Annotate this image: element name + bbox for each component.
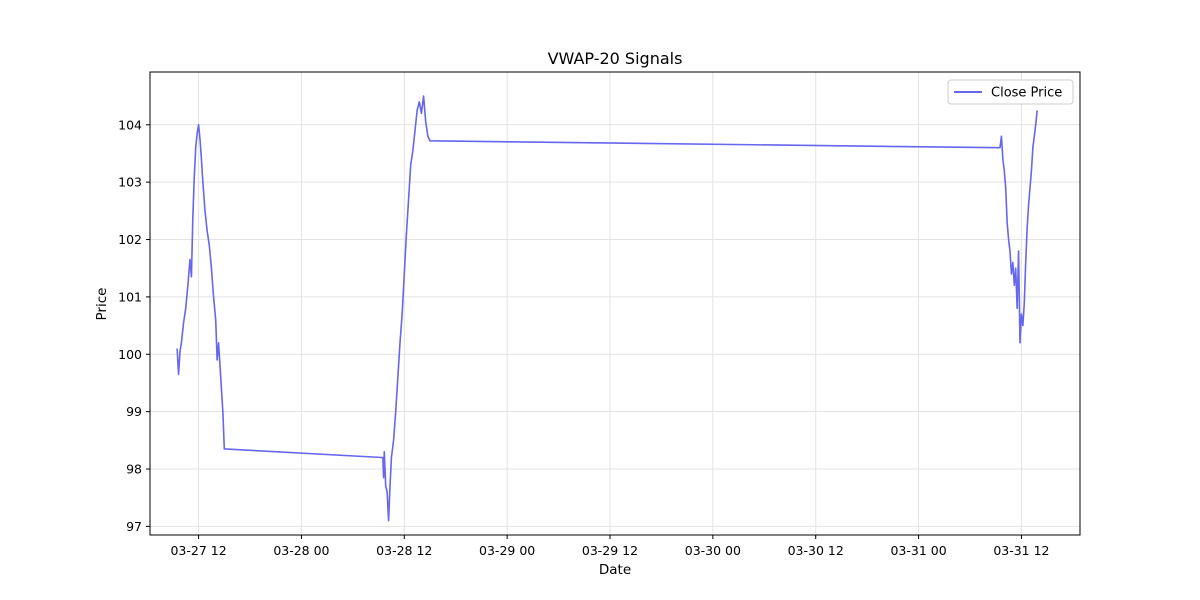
y-tick-label: 97 (126, 519, 142, 534)
x-tick-label: 03-30 00 (685, 543, 741, 558)
x-axis-title: Date (599, 562, 631, 578)
x-tick-label: 03-28 00 (273, 543, 329, 558)
series-layer (176, 95, 1038, 522)
grid (150, 72, 1080, 535)
legend-label-close-price: Close Price (991, 86, 1062, 101)
y-tick-label: 102 (118, 232, 142, 247)
y-tick-label: 101 (118, 289, 142, 304)
y-tick-label: 103 (118, 175, 142, 190)
y-tick-label: 104 (118, 117, 142, 132)
series-line-close-price (176, 95, 1038, 522)
x-tick-label: 03-29 12 (582, 543, 638, 558)
plot-frame (149, 71, 1081, 536)
y-axis-title: Price (94, 288, 110, 321)
x-tick-label: 03-27 12 (170, 543, 226, 558)
x-tick-label: 03-31 12 (993, 543, 1049, 558)
legend-frame (947, 79, 1074, 105)
x-tick-label: 03-30 12 (788, 543, 844, 558)
y-tick-label: 100 (118, 347, 142, 362)
x-tick-label: 03-31 00 (890, 543, 946, 558)
chart-title: VWAP-20 Signals (548, 49, 683, 68)
y-tick-label: 98 (126, 462, 142, 477)
y-axis: 97 98 99 100 101 102 103 104 (118, 117, 150, 534)
x-axis: 03-27 12 03-28 00 03-28 12 03-29 00 03-29 12… (170, 535, 1050, 558)
legend: Close Price (947, 79, 1074, 105)
x-tick-label: 03-29 00 (479, 543, 535, 558)
y-tick-label: 99 (126, 404, 142, 419)
x-tick-label: 03-28 12 (376, 543, 432, 558)
